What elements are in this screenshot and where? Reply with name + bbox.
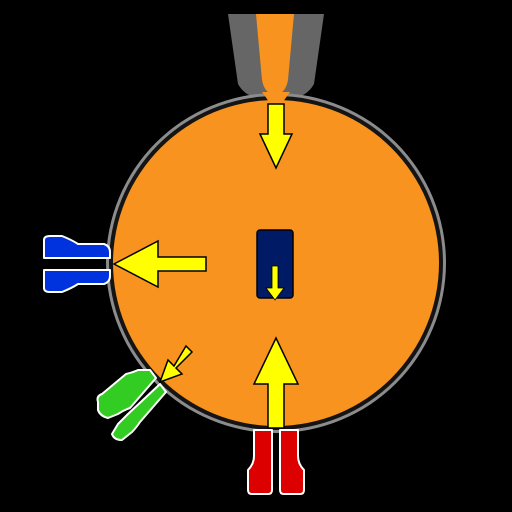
arrow-diagonal: [158, 344, 194, 384]
ion-channel-green: [96, 369, 167, 441]
channel-green-right: [111, 383, 167, 441]
ion-channel-red: [247, 429, 305, 495]
arrow-down: [258, 103, 294, 170]
pipette-seal: [262, 92, 290, 104]
ion-channel-blue: [43, 235, 111, 293]
arrow-nucleus-down: [265, 265, 285, 301]
pipette-lumen: [256, 14, 294, 96]
channel-blue-top: [43, 235, 111, 259]
arrow-left: [112, 239, 207, 289]
channel-blue-bottom: [43, 269, 111, 293]
nucleus: [256, 229, 294, 301]
channel-green-left: [96, 369, 157, 419]
arrow-up: [252, 336, 300, 429]
channel-red-right: [279, 429, 305, 495]
channel-red-left: [247, 429, 273, 495]
micropipette: [228, 14, 324, 98]
